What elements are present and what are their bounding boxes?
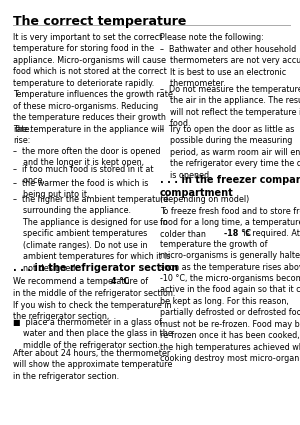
Text: To freeze fresh food and to store frozen
food for a long time, a temperature
col: To freeze fresh food and to store frozen… (160, 207, 300, 239)
Text: –  the more often the door is opened
    and the longer it is kept open,: – the more often the door is opened and … (13, 147, 161, 167)
Text: –  Bathwater and other household
    thermometers are not very accurate.
    It : – Bathwater and other household thermome… (160, 45, 300, 88)
Text: . . . in the freezer compartment
compartment: . . . in the freezer compartment compart… (160, 175, 300, 198)
Text: –  Do not measure the temperature of
    the air in the appliance. The result
  : – Do not measure the temperature of the … (160, 85, 300, 128)
Text: is required. At this: is required. At this (241, 229, 300, 238)
Text: We recommend a temperature of: We recommend a temperature of (13, 277, 151, 286)
Text: –  the warmer the food is which is
    being put into it,: – the warmer the food is which is being … (13, 179, 148, 199)
Text: The correct temperature: The correct temperature (13, 15, 186, 28)
Text: Please note the following:: Please note the following: (160, 33, 264, 42)
Text: . . . in the refrigerator section: . . . in the refrigerator section (13, 263, 178, 273)
Text: After about 24 hours, the thermometer
will show the approximate temperature
in t: After about 24 hours, the thermometer wi… (13, 349, 172, 381)
Text: ■  place a thermometer in a glass of
    water and then place the glass in the
 : ■ place a thermometer in a glass of wate… (13, 318, 173, 350)
Text: temperature the growth of
micro-organisms is generally halted. As
soon as the te: temperature the growth of micro-organism… (160, 240, 300, 363)
Text: –  Try to open the door as little as
    possible during the measuring
    perio: – Try to open the door as little as poss… (160, 125, 300, 180)
Text: -18 °C: -18 °C (224, 229, 251, 238)
Text: in the middle of the refrigerator section.: in the middle of the refrigerator sectio… (13, 289, 175, 298)
Text: If you wish to check the temperature in
the refrigerator section,: If you wish to check the temperature in … (13, 301, 172, 321)
Text: –  the higher the ambient temperature
    surrounding the appliance.
    The app: – the higher the ambient temperature sur… (13, 195, 170, 273)
Text: The temperature in the appliance will
rise:: The temperature in the appliance will ri… (13, 125, 164, 145)
Text: 4 °C: 4 °C (111, 277, 129, 286)
Text: (depending on model): (depending on model) (160, 195, 249, 204)
Text: It is very important to set the correct
temperature for storing food in the
appl: It is very important to set the correct … (13, 33, 173, 133)
Text: –  if too much food is stored in it at
    once,: – if too much food is stored in it at on… (13, 165, 154, 185)
